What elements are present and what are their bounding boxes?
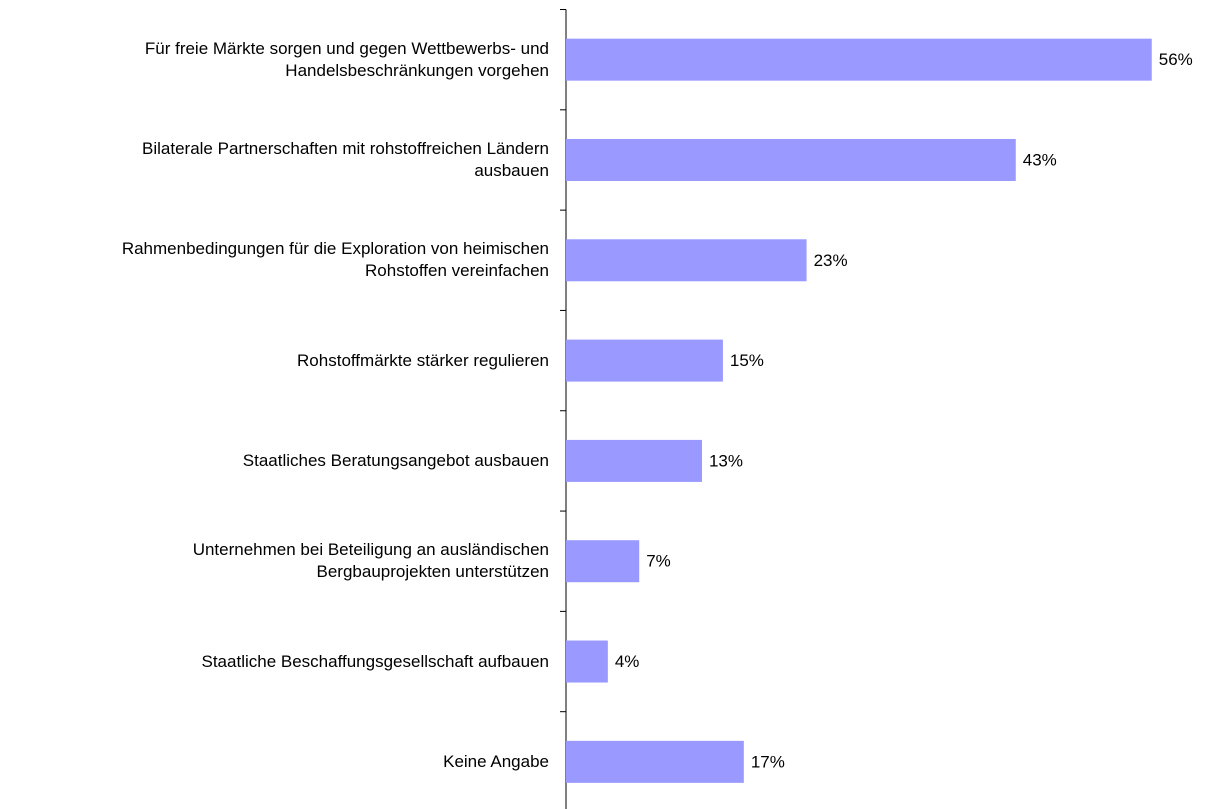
bar bbox=[566, 640, 608, 683]
bar bbox=[566, 239, 807, 282]
category-label: Keine Angabe bbox=[443, 751, 549, 771]
category-label: Staatliche Beschaffungsgesellschaft aufb… bbox=[201, 651, 550, 671]
bar bbox=[566, 339, 723, 382]
value-label: 15% bbox=[730, 351, 764, 370]
category-label: Rohstoffmärkte stärker regulieren bbox=[297, 350, 549, 370]
bar bbox=[566, 38, 1152, 81]
bar bbox=[566, 138, 1016, 181]
value-label: 56% bbox=[1159, 50, 1193, 69]
category-label: Unternehmen bei Beteiligung an ausländis… bbox=[192, 540, 549, 582]
value-label: 23% bbox=[814, 251, 848, 270]
category-label: Für freie Märkte sorgen und gegen Wettbe… bbox=[144, 38, 549, 80]
value-label: 43% bbox=[1023, 150, 1057, 169]
category-label: Bilaterale Partnerschaften mit rohstoffr… bbox=[142, 138, 549, 180]
bar bbox=[566, 540, 640, 583]
value-label: 13% bbox=[709, 451, 743, 470]
value-label: 17% bbox=[751, 752, 785, 771]
category-label: Staatliches Beratungsangebot ausbauen bbox=[242, 450, 549, 470]
value-label: 7% bbox=[646, 552, 671, 571]
bar bbox=[566, 740, 744, 783]
bar bbox=[566, 439, 702, 482]
value-label: 4% bbox=[615, 652, 640, 671]
category-label: Rahmenbedingungen für die Exploration vo… bbox=[121, 239, 549, 281]
